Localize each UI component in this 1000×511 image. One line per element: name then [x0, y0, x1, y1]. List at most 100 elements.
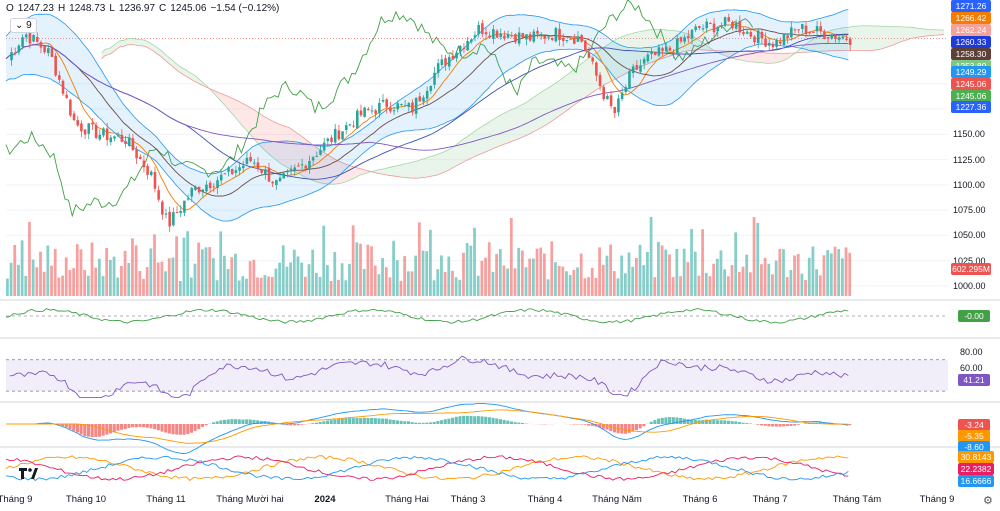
candle-body	[620, 92, 624, 100]
price-badge: 1249.29	[951, 66, 991, 78]
cloud-segment	[807, 40, 812, 53]
macd-histogram-bar	[348, 418, 352, 424]
volume-bar	[105, 247, 109, 296]
dmi-value-badge: 16.6666	[958, 475, 994, 487]
cloud-segment	[509, 108, 514, 143]
cloud-segment	[528, 98, 532, 135]
volume-bar	[270, 276, 274, 296]
macd-histogram-bar	[241, 419, 245, 424]
volume-bar	[528, 258, 532, 296]
candle-body	[47, 48, 50, 54]
volume-bar	[789, 269, 793, 296]
candle-body	[227, 167, 230, 172]
volume-bar	[634, 257, 638, 296]
candle-body	[17, 45, 21, 53]
volume-bar	[513, 268, 517, 296]
macd-histogram-bar	[75, 424, 79, 433]
macd-histogram-bar	[197, 424, 201, 430]
candle-body	[234, 170, 238, 173]
candle-body	[664, 46, 668, 52]
candle-body	[238, 167, 241, 171]
volume-bar	[745, 254, 749, 296]
candle-body	[359, 110, 363, 116]
price-tick-label: 1050.00	[953, 230, 986, 241]
dmi-value-badge: 22.2382	[958, 463, 994, 475]
low-value: 1236.97	[118, 3, 156, 14]
candle-body	[94, 125, 98, 138]
volume-bar	[815, 269, 818, 296]
settings-gear-icon[interactable]: ⚙	[983, 495, 993, 507]
macd-histogram-bar	[436, 421, 440, 424]
volume-bar	[590, 267, 594, 296]
cloud-segment	[300, 135, 304, 177]
candle-body	[462, 47, 466, 49]
macd-histogram-bar	[719, 420, 723, 424]
macd-histogram-bar	[785, 424, 789, 427]
candle-body	[113, 136, 116, 139]
cloud-segment	[785, 53, 790, 60]
cloud-segment	[237, 100, 242, 125]
candle-body	[322, 142, 326, 151]
candle-body	[749, 31, 753, 37]
macd-histogram-bar	[506, 420, 510, 424]
macd-histogram-bar	[668, 417, 672, 424]
cloud-segment	[517, 105, 521, 140]
volume-bar	[94, 267, 98, 296]
volume-bar	[72, 268, 75, 296]
volume-bar	[796, 253, 800, 296]
price-badge: 1260.33	[951, 36, 991, 48]
cloud-segment	[546, 86, 551, 125]
macd-value-badge: -8.60	[958, 441, 990, 453]
tradingview-logo-icon[interactable]	[18, 466, 40, 480]
candle-body	[440, 59, 444, 66]
price-badge: 1271.26	[951, 0, 991, 12]
volume-bar	[20, 240, 24, 296]
candle-body	[775, 39, 778, 47]
volume-bar	[451, 270, 454, 296]
candle-body	[778, 41, 782, 44]
candle-body	[745, 31, 749, 34]
candle-body	[819, 26, 823, 32]
macd-histogram-bar	[156, 424, 160, 431]
candle-body	[164, 213, 168, 215]
volume-bar	[31, 259, 35, 296]
candle-body	[823, 31, 826, 40]
price-tick-label: 1100.00	[953, 179, 985, 190]
cloud-segment	[230, 97, 235, 116]
cloud-segment	[572, 67, 577, 107]
cloud-segment	[859, 25, 864, 51]
macd-histogram-bar	[134, 424, 138, 428]
macd-histogram-bar	[520, 422, 525, 424]
cloud-segment	[436, 153, 441, 176]
volume-bar	[509, 218, 513, 296]
candle-body	[150, 171, 153, 176]
volume-bar	[79, 249, 83, 296]
volume-bar	[189, 277, 193, 296]
candle-body	[804, 25, 808, 35]
cloud-segment	[392, 166, 396, 177]
cloud-segment	[892, 26, 897, 46]
candle-body	[841, 36, 845, 39]
candle-body	[782, 34, 786, 45]
macd-histogram-bar	[395, 420, 399, 424]
volume-bar	[142, 278, 145, 296]
rsi-tick-label: 80.00	[960, 346, 983, 357]
volume-bar	[377, 274, 381, 296]
candle-body	[815, 26, 819, 32]
macd-histogram-bar	[465, 415, 469, 424]
volume-bar	[406, 271, 410, 296]
volume-bar	[646, 251, 649, 296]
volume-bar	[252, 259, 256, 296]
macd-histogram-bar	[237, 419, 241, 424]
volume-bar	[616, 278, 620, 296]
volume-bar	[300, 262, 304, 296]
bollinger-lower	[5, 43, 849, 222]
candle-body	[694, 26, 697, 30]
candle-body	[124, 141, 127, 144]
cloud-segment	[616, 37, 621, 79]
indicators-collapse-button[interactable]: ⌄ 9	[10, 18, 37, 33]
cloud-segment	[918, 28, 922, 38]
macd-histogram-bar	[83, 424, 87, 437]
cloud-segment	[465, 135, 470, 161]
